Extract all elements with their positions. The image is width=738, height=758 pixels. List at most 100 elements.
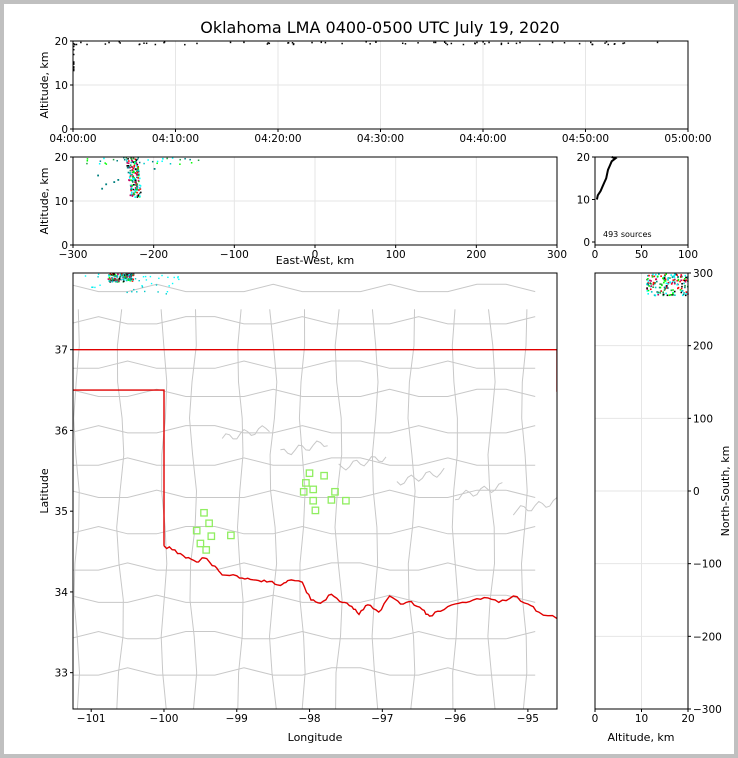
station-marker <box>200 508 208 517</box>
source-point <box>654 282 656 284</box>
source-point <box>155 284 158 286</box>
source-point <box>184 157 186 160</box>
source-point <box>109 279 112 281</box>
source-point <box>113 181 116 183</box>
source-point <box>664 274 666 277</box>
source-point <box>462 43 465 46</box>
source-point <box>656 291 658 293</box>
source-point <box>129 279 131 282</box>
source-point <box>667 281 670 284</box>
source-point <box>117 280 120 282</box>
y-tick-label: 33 <box>55 668 68 680</box>
source-point <box>665 273 667 275</box>
source-point <box>661 284 663 287</box>
source-point <box>488 41 490 44</box>
source-point <box>105 163 108 165</box>
y-tick-label: 10 <box>55 196 68 208</box>
source-point <box>80 41 82 44</box>
source-point <box>116 279 119 282</box>
source-point <box>130 274 133 277</box>
source-point <box>650 280 652 282</box>
county-line <box>407 309 416 709</box>
source-point <box>117 179 120 181</box>
source-point <box>129 164 132 166</box>
source-point <box>538 43 541 46</box>
source-point <box>118 277 121 280</box>
source-point <box>665 285 668 287</box>
source-point <box>73 66 75 68</box>
source-point <box>130 188 132 190</box>
county-line <box>73 360 536 369</box>
source-point <box>126 161 128 163</box>
source-point <box>128 273 130 276</box>
source-point <box>657 291 660 294</box>
source-point <box>178 278 180 281</box>
state-border-segment <box>163 545 557 620</box>
source-point <box>138 177 141 180</box>
source-point <box>132 278 134 281</box>
y-tick-label: 0 <box>61 240 68 252</box>
source-point <box>122 273 125 276</box>
source-point <box>622 42 624 45</box>
source-point <box>500 42 503 45</box>
source-point <box>115 280 117 283</box>
source-point <box>647 278 649 280</box>
source-point <box>135 184 138 187</box>
source-point <box>243 41 245 44</box>
y-tick-label: 37 <box>55 345 68 357</box>
source-point <box>672 294 675 296</box>
source-point <box>86 43 88 46</box>
source-point <box>153 168 156 170</box>
source-point <box>184 43 186 46</box>
source-point <box>324 41 327 44</box>
source-point <box>664 288 667 290</box>
county-line <box>73 630 536 640</box>
source-point <box>134 181 136 183</box>
source-point <box>157 291 159 293</box>
source-point <box>125 279 128 282</box>
source-point <box>133 166 135 169</box>
source-point <box>107 278 110 280</box>
source-point <box>683 282 685 285</box>
source-point <box>108 274 111 277</box>
source-point <box>663 280 666 282</box>
source-point <box>136 185 139 187</box>
height-histogram-panel: 0 50 100 0 10 20 493 sources <box>577 152 698 261</box>
source-point <box>134 161 136 163</box>
y-tick-label: 36 <box>55 425 69 437</box>
source-point <box>161 157 164 160</box>
source-point <box>667 283 669 285</box>
source-point <box>136 187 138 189</box>
source-point <box>681 294 684 297</box>
source-point <box>663 277 666 279</box>
source-point <box>154 43 157 46</box>
source-point <box>666 287 668 289</box>
source-point <box>680 274 683 277</box>
source-point <box>684 274 687 277</box>
source-point <box>126 291 128 294</box>
source-point <box>663 276 665 278</box>
source-point <box>132 178 135 181</box>
source-point <box>156 162 158 165</box>
source-point <box>482 41 484 43</box>
source-point <box>138 192 141 195</box>
source-point <box>685 291 688 293</box>
source-point <box>445 42 447 45</box>
source-point <box>137 179 140 182</box>
source-point <box>130 275 132 278</box>
source-point <box>139 185 142 187</box>
source-point <box>443 41 446 43</box>
source-point <box>649 288 652 291</box>
y-tick-label: 100 <box>693 413 713 425</box>
ew-height-xlabel: East-West, km <box>276 254 354 267</box>
station-marker <box>311 506 320 515</box>
source-point <box>132 183 135 186</box>
oklahoma-state-border <box>73 349 557 620</box>
source-point <box>685 279 688 281</box>
source-point <box>646 287 648 289</box>
source-point <box>648 285 650 287</box>
source-point <box>130 179 132 181</box>
source-point <box>138 43 141 46</box>
county-line <box>73 562 536 571</box>
source-point <box>287 42 289 44</box>
